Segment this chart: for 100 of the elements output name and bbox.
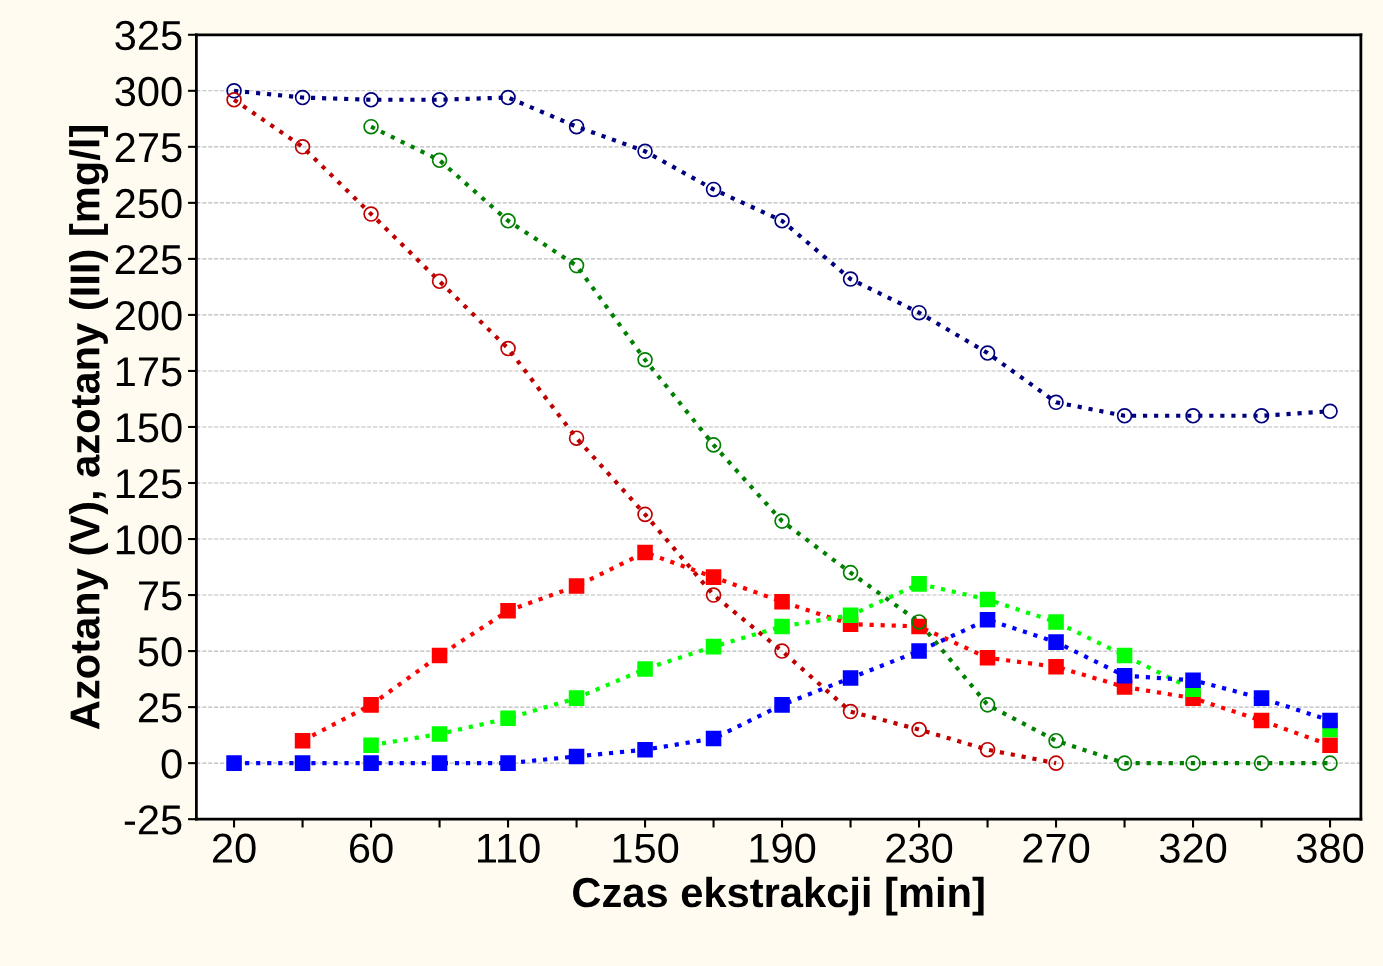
point: [1253, 690, 1270, 706]
point: [1048, 658, 1064, 675]
point: [568, 118, 585, 135]
point: [568, 690, 585, 706]
y-tick-label: 250: [115, 188, 182, 219]
point: [1253, 755, 1270, 771]
point: [431, 91, 448, 108]
point: [431, 755, 448, 771]
point: [363, 91, 379, 108]
point: [705, 569, 722, 585]
point: [1116, 407, 1133, 424]
point: [1048, 394, 1064, 411]
point: [911, 643, 927, 659]
point: [294, 732, 311, 749]
point: [431, 152, 448, 169]
point: [842, 670, 859, 686]
x-axis-title: Czas ekstrakcji [min]: [573, 876, 984, 916]
point: [774, 213, 790, 229]
x-tick-label: 150: [613, 833, 679, 863]
point: [637, 506, 653, 523]
y-tick-label: 175: [116, 357, 182, 387]
point: [774, 697, 790, 713]
y-tick-label: 150: [116, 412, 182, 443]
point: [979, 591, 996, 608]
point: [637, 661, 653, 677]
point: [842, 703, 859, 720]
point: [705, 730, 722, 747]
y-tick-label: 50: [138, 637, 182, 667]
point: [1048, 732, 1064, 749]
x-tick-label: 380: [1296, 833, 1364, 863]
point: [705, 437, 722, 453]
point: [568, 257, 585, 274]
point: [568, 748, 585, 765]
point: [226, 83, 242, 99]
point: [1048, 614, 1064, 630]
point: [500, 213, 516, 229]
point: [1116, 755, 1133, 771]
point: [911, 721, 927, 738]
point: [431, 726, 448, 742]
point: [363, 118, 379, 135]
point: [294, 755, 311, 771]
point: [500, 340, 516, 357]
point: [1048, 634, 1064, 650]
point: [979, 345, 996, 361]
x-tick-label: 270: [1023, 833, 1090, 863]
x-tick-label: 110: [478, 833, 540, 863]
x-tick-label: 60: [350, 833, 393, 863]
point: [1322, 737, 1338, 753]
y-tick-label: -25: [124, 805, 182, 835]
y-axis-title: Azotany (V), azotany (III) [mg/l]: [69, 126, 109, 730]
point: [1048, 755, 1064, 771]
point: [842, 607, 859, 624]
point: [500, 89, 516, 106]
point: [1185, 672, 1201, 688]
point: [226, 91, 242, 108]
point: [431, 273, 448, 290]
point: [500, 710, 516, 727]
point: [979, 697, 996, 713]
point: [637, 351, 653, 368]
point: [842, 564, 859, 581]
x-tick-label: 190: [750, 833, 816, 863]
point: [500, 602, 516, 619]
point: [705, 587, 722, 603]
point: [363, 737, 379, 753]
point: [979, 650, 996, 666]
point: [294, 139, 311, 155]
point: [637, 143, 653, 160]
point: [1116, 647, 1133, 664]
point: [1322, 712, 1338, 729]
x-tick-label: 230: [886, 833, 953, 863]
y-tick-label: 100: [116, 525, 182, 555]
y-tick-label: 275: [115, 132, 182, 163]
point: [705, 181, 722, 198]
x-tick-label: 320: [1159, 833, 1227, 863]
y-tick-label: 0: [161, 749, 182, 779]
point: [568, 578, 585, 594]
point: [911, 614, 927, 630]
point: [1253, 712, 1270, 729]
point: [774, 513, 790, 529]
point: [226, 755, 242, 771]
point: [1322, 403, 1338, 420]
point: [1116, 667, 1133, 684]
y-tick-label: 300: [115, 76, 182, 107]
point: [774, 593, 790, 610]
point: [363, 755, 379, 771]
point: [294, 89, 311, 106]
point: [705, 638, 722, 655]
point: [500, 755, 516, 771]
point: [1322, 755, 1338, 771]
y-tick-label: 125: [116, 469, 182, 499]
y-tick-label: 325: [115, 20, 182, 51]
point: [911, 576, 927, 592]
point: [1253, 407, 1270, 424]
point: [1185, 407, 1201, 424]
point: [363, 206, 379, 222]
point: [1185, 755, 1201, 771]
x-tick-label: 20: [212, 833, 256, 863]
point: [911, 304, 927, 321]
point: [842, 271, 859, 287]
point: [979, 611, 996, 628]
